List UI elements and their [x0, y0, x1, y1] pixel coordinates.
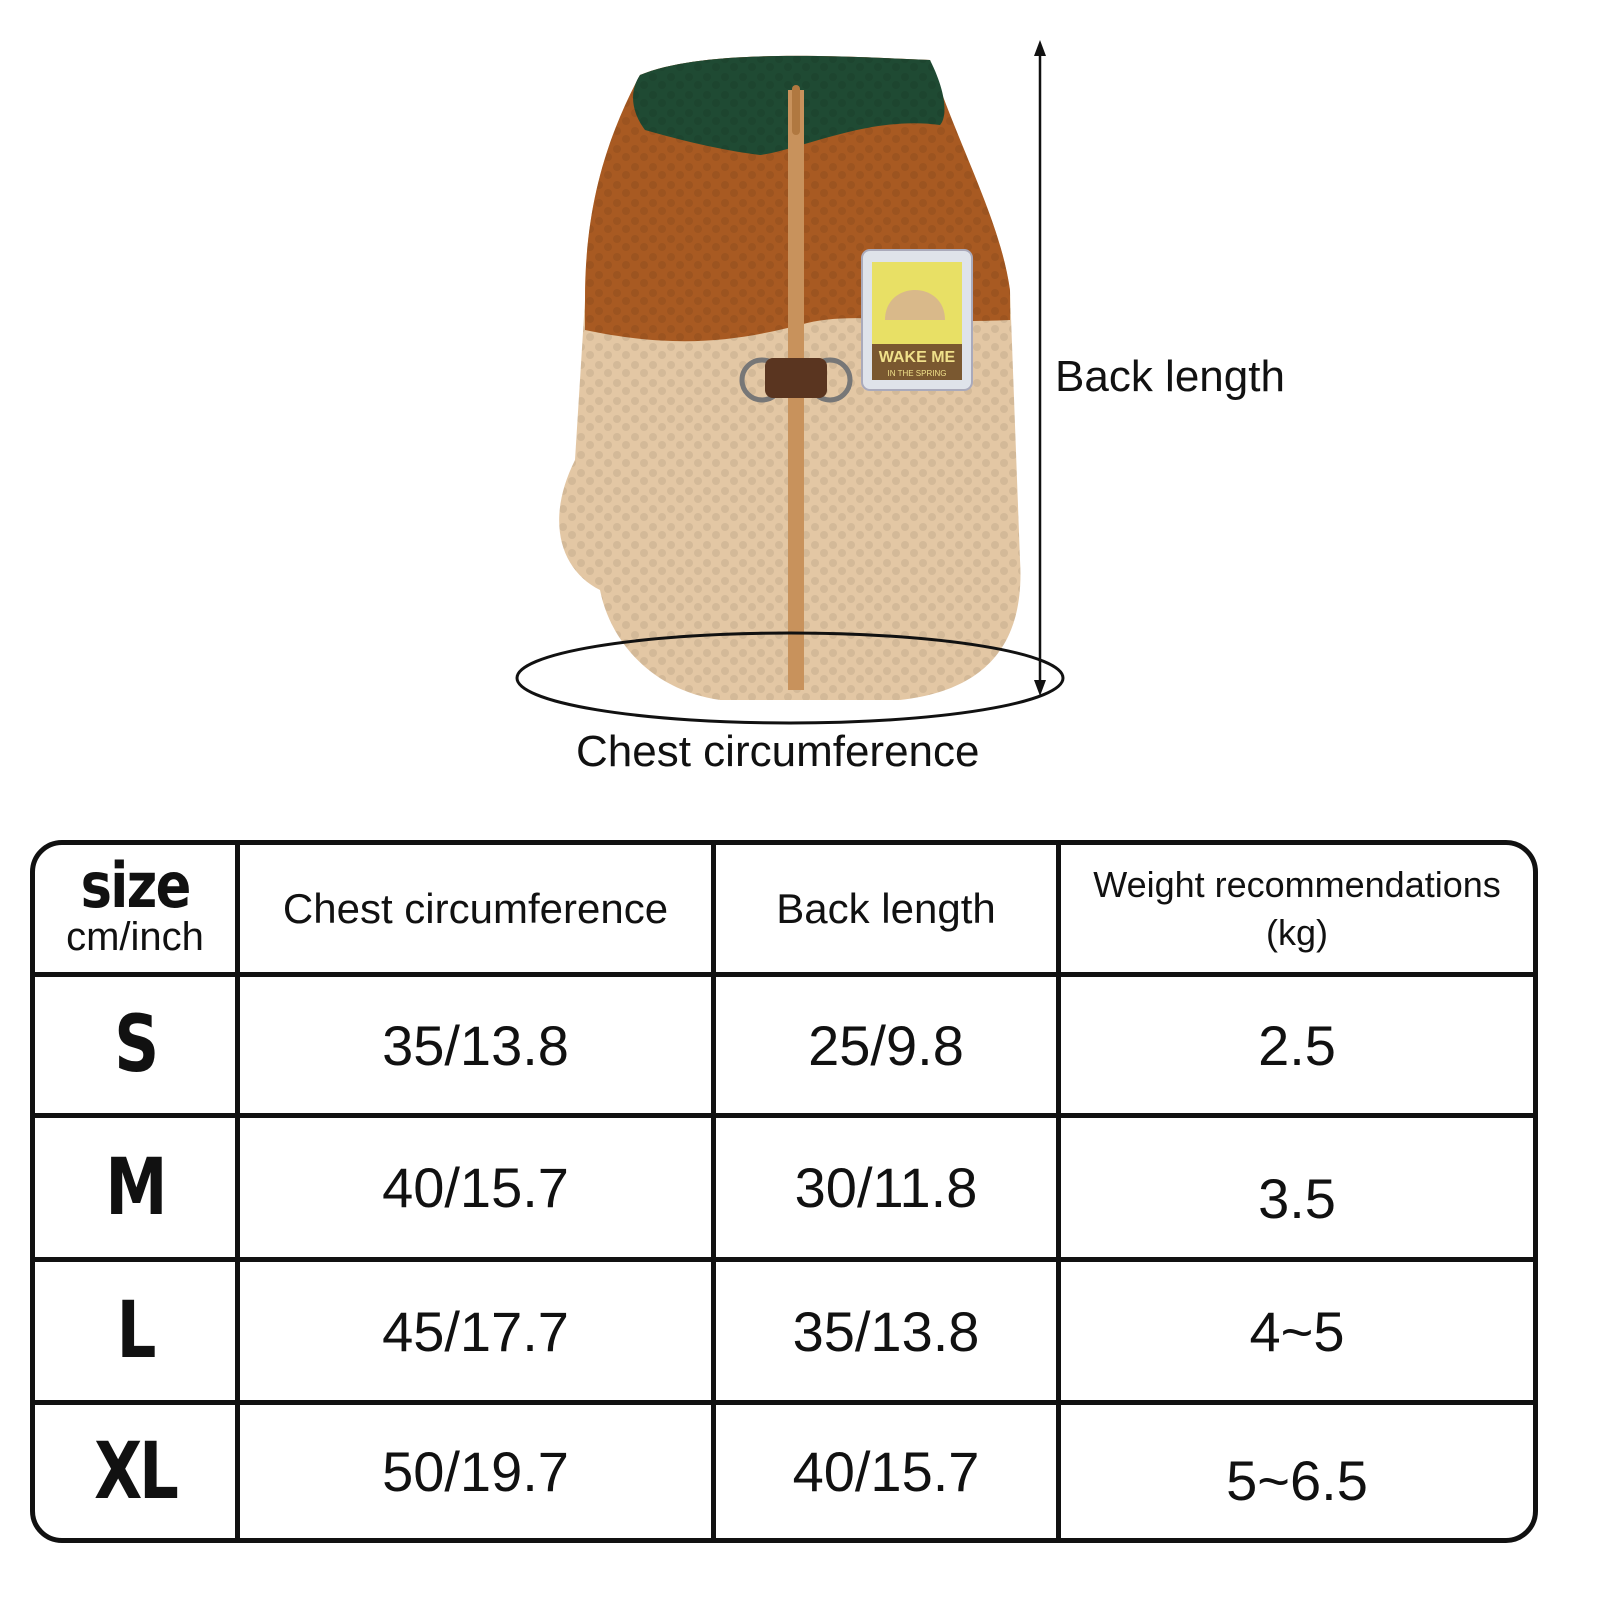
table-row: L 45/17.7 35/13.8 4~5: [35, 1262, 1533, 1405]
back-cell: 40/15.7: [716, 1405, 1061, 1538]
table-row: XL 50/19.7 40/15.7 5~6.5: [35, 1405, 1533, 1538]
unit-label: cm/inch: [66, 915, 204, 959]
weight-cell: 4~5: [1061, 1262, 1533, 1405]
back-length-arrow: [1034, 40, 1046, 696]
back-cell: 35/13.8: [716, 1262, 1061, 1405]
header-weight: Weight recommendations (kg): [1061, 845, 1533, 977]
back-cell: 25/9.8: [716, 977, 1061, 1118]
chest-cell: 50/19.7: [240, 1405, 716, 1538]
header-size: size cm/inch: [35, 845, 240, 977]
weight-cell: 3.5: [1061, 1118, 1533, 1262]
weight-header-line1: Weight recommendations: [1093, 863, 1501, 905]
size-cell: XL: [35, 1405, 240, 1538]
weight-cell: 5~6.5: [1226, 1449, 1368, 1512]
chest-cell: 45/17.7: [240, 1262, 716, 1405]
chest-cell: 40/15.7: [240, 1118, 716, 1262]
chest-circumference-ellipse: [515, 631, 1065, 725]
weight-cell: 2.5: [1061, 977, 1533, 1118]
weight-header-line2: (kg): [1266, 911, 1328, 953]
svg-text:IN THE SPRING: IN THE SPRING: [888, 369, 947, 378]
header-chest: Chest circumference: [240, 845, 716, 977]
size-cell: S: [35, 977, 240, 1118]
chest-cell: 35/13.8: [240, 977, 716, 1118]
table-row: M 40/15.7 30/11.8 3.5: [35, 1118, 1533, 1262]
header-back: Back length: [716, 845, 1061, 977]
table-header-row: size cm/inch Chest circumference Back le…: [35, 845, 1533, 977]
patch: WAKE ME IN THE SPRING: [861, 249, 973, 391]
back-cell: 30/11.8: [716, 1118, 1061, 1262]
size-header-label: size: [80, 849, 191, 922]
back-length-label: Back length: [1055, 352, 1285, 401]
size-cell: L: [35, 1262, 240, 1405]
size-table: size cm/inch Chest circumference Back le…: [30, 840, 1538, 1543]
patch-text: WAKE ME: [879, 349, 956, 366]
dog-jacket-image: WAKE ME IN THE SPRING: [559, 55, 1021, 700]
garment-illustration: WAKE ME IN THE SPRING: [515, 40, 1065, 725]
size-cell: M: [35, 1118, 240, 1262]
table-row: S 35/13.8 25/9.8 2.5: [35, 977, 1533, 1118]
chest-circumference-label: Chest circumference: [576, 727, 980, 776]
